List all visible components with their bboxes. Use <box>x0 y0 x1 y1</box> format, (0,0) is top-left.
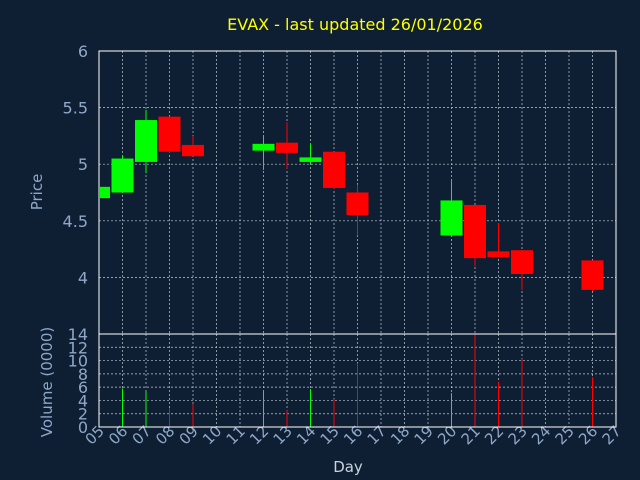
volume-tick-label: 12 <box>68 338 88 357</box>
volume-plot-border <box>98 333 617 428</box>
price-grid <box>99 51 616 334</box>
candle-body <box>276 142 298 153</box>
candle-body <box>182 144 204 157</box>
candle-body <box>158 116 181 152</box>
volume-bars <box>122 334 593 427</box>
price-tick-labels: 4 4.5 5 5.5 6 <box>63 42 88 287</box>
price-axis-label: Price <box>28 174 46 211</box>
candle-body <box>299 157 322 162</box>
volume-tick-label: 6 <box>78 378 88 397</box>
candlesticks <box>98 109 604 291</box>
volume-tick-label: 0 <box>78 418 88 437</box>
candle-body <box>581 260 604 290</box>
price-tick-label: 4.5 <box>63 212 88 231</box>
volume-axis-label: Volume (0000) <box>38 327 56 437</box>
chart-title: EVAX - last updated 26/01/2026 <box>227 15 483 34</box>
price-tick-label: 4 <box>78 268 88 287</box>
volume-tick-label: 8 <box>78 365 88 384</box>
x-axis-label: Day <box>333 458 363 476</box>
candle-body <box>511 250 533 275</box>
candle-body <box>346 192 369 216</box>
candle-body <box>111 158 134 193</box>
x-tick-labels: 0506070809101112131415161718192021222324… <box>82 422 625 448</box>
volume-tick-label: 14 <box>68 325 88 344</box>
candle-body <box>464 204 486 259</box>
candle-body <box>252 143 275 151</box>
volume-tick-label: 4 <box>78 391 88 410</box>
candle-body <box>323 151 345 188</box>
candle-body <box>135 120 157 162</box>
volume-tick-label: 2 <box>78 405 88 424</box>
price-tick-label: 6 <box>78 42 88 61</box>
candle-body <box>487 251 510 258</box>
candle-body <box>100 186 110 199</box>
candle-body <box>440 200 463 236</box>
price-tick-label: 5 <box>78 155 88 174</box>
price-tick-label: 5.5 <box>63 99 88 118</box>
volume-tick-label: 10 <box>68 352 88 371</box>
